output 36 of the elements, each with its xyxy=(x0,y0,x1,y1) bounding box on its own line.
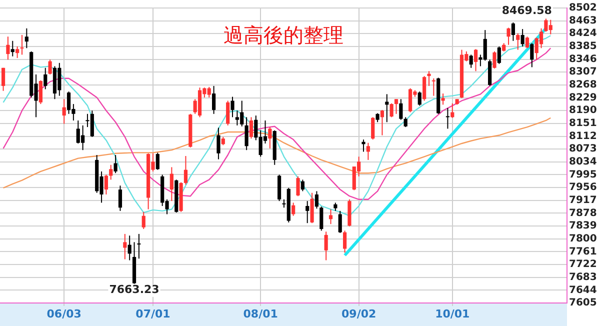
y-tick-label: 8229 xyxy=(569,92,597,104)
y-tick-label: 8034 xyxy=(569,156,597,168)
y-tick-label: 7917 xyxy=(569,194,597,206)
x-tick-label: 08/01 xyxy=(243,307,278,320)
candlestick xyxy=(446,108,450,129)
y-tick-label: 8073 xyxy=(569,144,597,155)
x-tick-label: 09/02 xyxy=(342,307,376,320)
y-tick-label: 8502 xyxy=(569,2,597,14)
y-tick-label: 8112 xyxy=(569,130,597,142)
y-tick-label: 7761 xyxy=(569,246,597,258)
y-tick-label: 7605 xyxy=(569,298,597,309)
y-tick-label: 7800 xyxy=(569,233,597,244)
text: 過高後的整理 xyxy=(224,23,344,48)
x-tick-label: 10/01 xyxy=(435,307,470,320)
y-tick-label: 8424 xyxy=(569,28,597,40)
y-tick-label: 7878 xyxy=(569,208,597,219)
y-tick-label: 7683 xyxy=(569,272,597,283)
annotation: 8469.58 xyxy=(502,4,552,18)
y-tick-label: 8385 xyxy=(569,41,597,52)
y-tick-label: 7722 xyxy=(569,259,597,270)
y-tick-label: 7995 xyxy=(569,169,597,180)
y-tick-label: 8151 xyxy=(569,118,597,130)
y-tick-label: 7839 xyxy=(569,220,597,232)
y-tick-label: 8268 xyxy=(569,80,597,91)
y-tick-label: 8190 xyxy=(569,105,597,116)
candlestick xyxy=(137,234,141,259)
y-tick-label: 7956 xyxy=(569,182,597,194)
y-tick-label: 8346 xyxy=(569,54,597,65)
x-tick-label: 06/03 xyxy=(46,307,82,320)
candlestick xyxy=(20,34,24,55)
candlestick xyxy=(432,78,436,96)
y-tick-label: 7644 xyxy=(569,284,597,296)
y-tick-label: 8307 xyxy=(569,66,597,78)
annotation: 7663.23 xyxy=(109,283,160,296)
y-tick-label: 8463 xyxy=(569,15,597,26)
x-tick-label: 07/01 xyxy=(136,307,170,320)
